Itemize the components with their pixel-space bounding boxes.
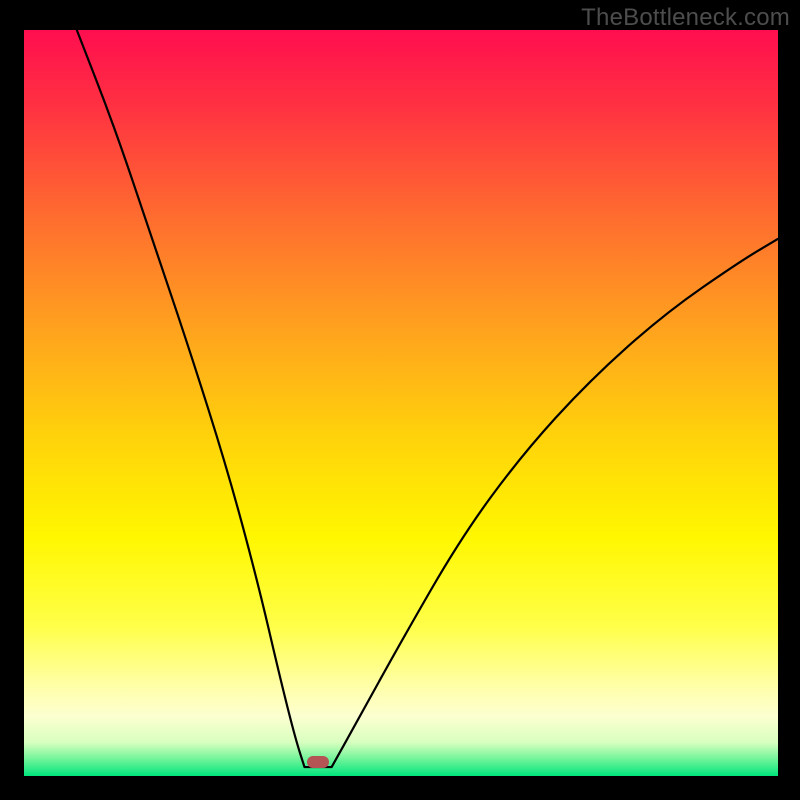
plot-svg	[24, 30, 778, 776]
plot-area	[24, 30, 778, 776]
watermark-text: TheBottleneck.com	[581, 4, 790, 32]
chart-frame: TheBottleneck.com	[0, 0, 800, 800]
minimum-marker	[307, 756, 330, 768]
gradient-background	[24, 30, 778, 776]
